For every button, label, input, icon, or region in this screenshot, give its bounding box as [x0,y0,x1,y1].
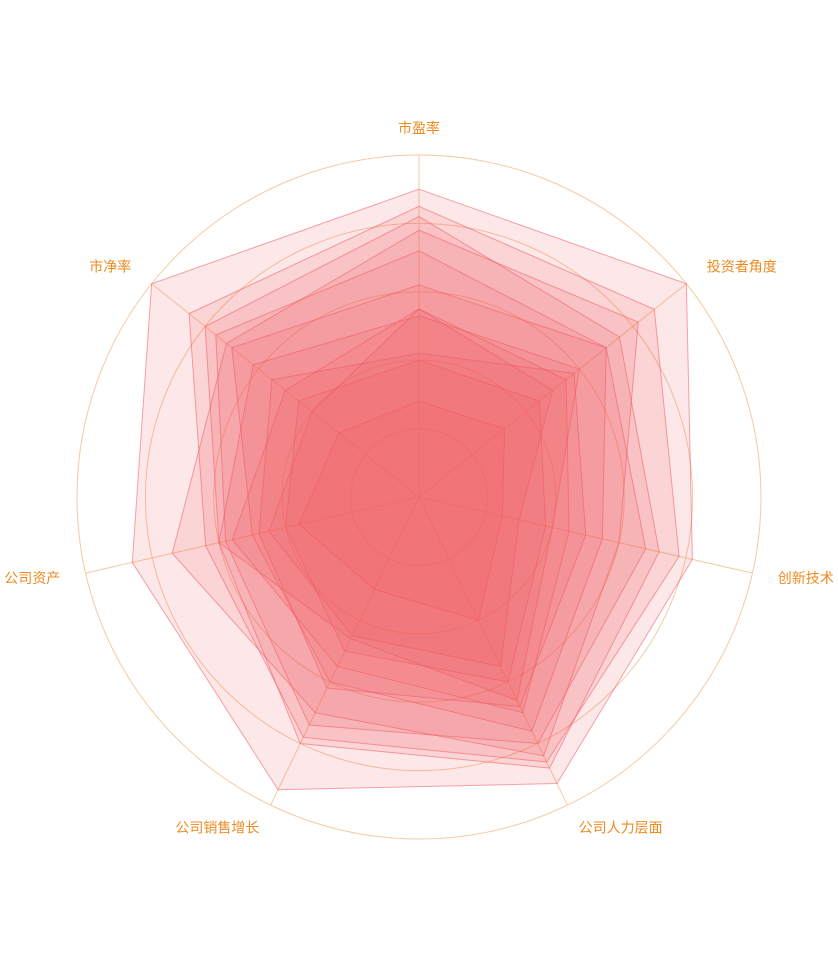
indicator-label: 市净率 [89,259,131,276]
series-area [231,284,607,732]
series-area [131,188,693,791]
indicator-label: 公司销售增长 [175,821,259,837]
axis-line [418,496,568,806]
series-area [268,308,554,668]
series-area [298,400,506,621]
indicator-label: 投资者角度 [707,260,777,276]
series-area [188,205,680,763]
indicator-label: 公司人力层面 [579,821,663,837]
indicator-label: 市盈率 [398,120,440,137]
series-area [231,308,570,714]
series-area [218,315,580,702]
indicator-label: 公司资产 [4,571,60,587]
series-area [285,359,547,683]
series-area [215,250,647,745]
indicator-label: 创新技术 [778,571,834,587]
series-area [204,215,660,769]
